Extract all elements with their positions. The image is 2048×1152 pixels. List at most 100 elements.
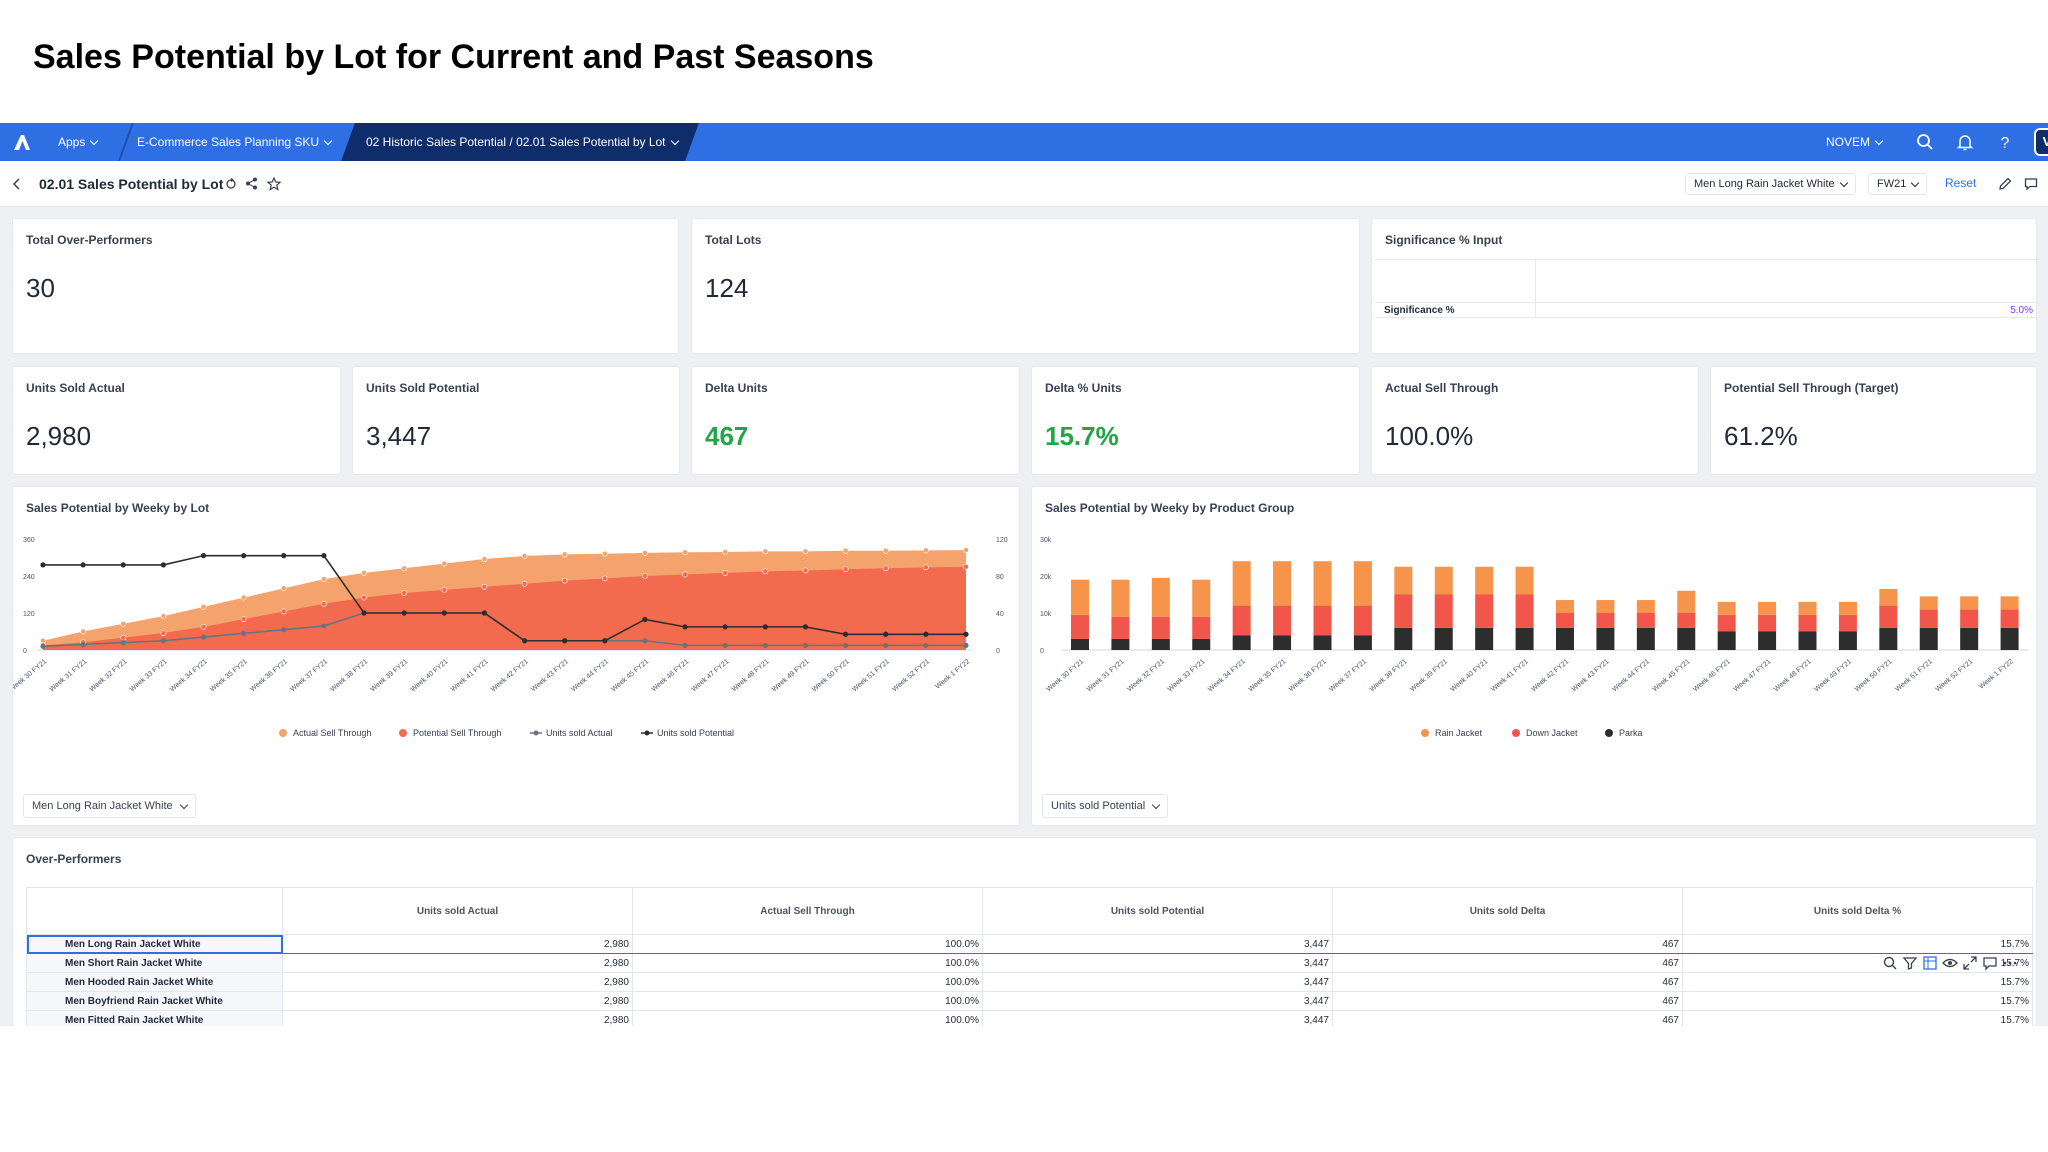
line-point	[321, 623, 327, 629]
table-cell[interactable]: 15.7%	[1682, 991, 2033, 1011]
table-cell[interactable]: 15.7%	[1682, 1010, 2033, 1030]
table-row[interactable]: Men Long Rain Jacket White 2,980 100.0% 3,4…	[26, 934, 2033, 954]
table-cell[interactable]: 2,980	[282, 953, 633, 973]
bar-parka	[1838, 631, 1857, 650]
help-icon[interactable]: ?	[1996, 133, 2014, 151]
apps-menu[interactable]: Apps	[58, 123, 99, 161]
edit-pencil-icon[interactable]	[1998, 177, 2012, 191]
x-tick-label: Week 50 FY21	[1854, 658, 1894, 693]
x-tick-label: Week 41 FY21	[450, 658, 490, 693]
apps-label: Apps	[58, 135, 86, 149]
column-header[interactable]: Units sold Delta %	[1682, 887, 2033, 935]
bar-parka	[1677, 627, 1696, 650]
area-point	[240, 594, 247, 601]
share-icon[interactable]	[245, 177, 258, 190]
search-icon[interactable]	[1916, 133, 1934, 151]
bar-rain-jacket	[1394, 566, 1413, 595]
table-cell[interactable]: 467	[1332, 991, 1683, 1011]
table-cell[interactable]: 2,980	[282, 934, 633, 954]
more-options-icon[interactable]	[2002, 955, 2018, 971]
table-cell[interactable]: 2,980	[282, 972, 633, 992]
table-cell[interactable]: 2,980	[282, 1010, 633, 1030]
expand-icon[interactable]	[1962, 955, 1978, 971]
filter-icon[interactable]	[1902, 955, 1918, 971]
table-cell[interactable]: 15.7%	[1682, 972, 2033, 992]
bar-down-jacket	[1838, 614, 1857, 632]
refresh-icon[interactable]	[225, 178, 237, 190]
table-cell[interactable]: 3,447	[982, 991, 1333, 1011]
area-point	[601, 575, 608, 582]
lot-selector-label: Men Long Rain Jacket White	[32, 800, 173, 812]
significance-value-input[interactable]: 5.0%	[2010, 305, 2033, 316]
table-row[interactable]: Men Boyfriend Rain Jacket White 2,980 100.…	[26, 991, 2033, 1011]
user-menu[interactable]: NOVEM	[1826, 123, 1884, 161]
bar-rain-jacket	[1434, 566, 1453, 595]
table-cell[interactable]: 100.0%	[632, 972, 983, 992]
table-cell[interactable]: 467	[1332, 1010, 1683, 1030]
table-row[interactable]: Men Fitted Rain Jacket White 2,980 100.0% 3…	[26, 1010, 2033, 1030]
table-cell[interactable]: 3,447	[982, 934, 1333, 954]
table-cell[interactable]: 15.7%	[1682, 934, 2033, 954]
bar-parka	[1758, 631, 1777, 650]
table-cell[interactable]: 100.0%	[632, 953, 983, 973]
eye-icon[interactable]	[1942, 955, 1958, 971]
column-header[interactable]: Units sold Delta	[1332, 887, 1683, 935]
card-units-sold-potential: Units Sold Potential 3,447	[353, 367, 679, 474]
table-cell[interactable]: 3,447	[982, 1010, 1333, 1030]
row-header-cell[interactable]: Men Short Rain Jacket White	[26, 953, 283, 973]
table-cell[interactable]: 467	[1332, 953, 1683, 973]
x-tick-label: Week 44 FY21	[570, 658, 610, 693]
area-point	[481, 583, 488, 590]
table-row[interactable]: Men Short Rain Jacket White 2,980 100.0% 3,…	[26, 953, 2033, 973]
table-cell[interactable]: 3,447	[982, 972, 1333, 992]
anaplan-logo-icon[interactable]	[12, 132, 32, 152]
table-cell[interactable]: 3,447	[982, 953, 1333, 973]
comment-icon[interactable]	[2024, 177, 2038, 191]
table-cell[interactable]: 467	[1332, 972, 1683, 992]
line-point	[160, 562, 166, 568]
table-row[interactable]: Men Hooded Rain Jacket White 2,980 100.0% 3…	[26, 972, 2033, 992]
table-cell[interactable]: 100.0%	[632, 934, 983, 954]
column-header[interactable]: Units sold Potential	[982, 887, 1333, 935]
table-cell[interactable]: 467	[1332, 934, 1683, 954]
bar-parka	[1394, 627, 1413, 650]
bar-rain-jacket	[1596, 600, 1615, 613]
table-cell[interactable]: 100.0%	[632, 991, 983, 1011]
line-point	[762, 642, 768, 648]
kpi-value: 124	[705, 273, 749, 303]
row-header-cell[interactable]: Men Hooded Rain Jacket White	[26, 972, 283, 992]
area-point	[120, 634, 127, 641]
page-path-menu[interactable]: 02 Historic Sales Potential / 02.01 Sale…	[366, 123, 679, 161]
season-filter-dropdown[interactable]: FW21	[1868, 173, 1928, 195]
x-tick-label: Week 47 FY21	[1732, 658, 1772, 693]
pivot-icon[interactable]	[1922, 955, 1938, 971]
row-header-cell[interactable]: Men Boyfriend Rain Jacket White	[26, 991, 283, 1011]
y-right-tick-label: 40	[996, 611, 1004, 618]
column-header[interactable]: Actual Sell Through	[632, 887, 983, 935]
line-point	[241, 553, 247, 559]
line-point	[682, 624, 688, 630]
x-tick-label: Week 37 FY21	[1328, 658, 1368, 693]
column-header[interactable]: Units sold Actual	[282, 887, 633, 935]
back-chevron-icon[interactable]	[12, 178, 22, 190]
bell-icon[interactable]	[1956, 133, 1974, 151]
lot-selector-dropdown[interactable]: Men Long Rain Jacket White	[23, 794, 196, 818]
significance-row[interactable]: Significance % 5.0%	[1375, 302, 2039, 318]
avatar[interactable]: V	[2034, 128, 2048, 156]
table-cell[interactable]: 100.0%	[632, 1010, 983, 1030]
line-point	[80, 562, 86, 568]
reset-button[interactable]: Reset	[1945, 176, 1977, 190]
search-icon[interactable]	[1882, 955, 1898, 971]
row-header-cell[interactable]: Men Long Rain Jacket White	[26, 934, 283, 954]
measure-selector-dropdown[interactable]: Units sold Potential	[1042, 794, 1169, 818]
star-icon[interactable]	[267, 177, 281, 191]
bar-parka	[1151, 638, 1170, 650]
x-tick-label: Week 1 FY22	[934, 658, 971, 691]
model-menu[interactable]: E-Commerce Sales Planning SKU	[137, 123, 333, 161]
x-tick-label: Week 31 FY21	[1086, 658, 1126, 693]
card-actual-sell-through: Actual Sell Through 100.0%	[1372, 367, 1698, 474]
product-filter-dropdown[interactable]: Men Long Rain Jacket White	[1685, 173, 1856, 195]
legend-label: Units sold Actual	[546, 728, 613, 738]
table-cell[interactable]: 2,980	[282, 991, 633, 1011]
comment-icon[interactable]	[1982, 955, 1998, 971]
